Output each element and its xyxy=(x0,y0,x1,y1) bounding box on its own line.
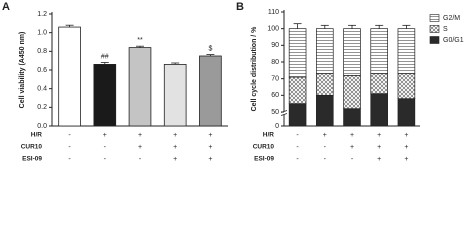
bar xyxy=(128,47,152,127)
bar-segment xyxy=(397,98,416,127)
bar-segment xyxy=(343,28,361,76)
y-tick-label: 0.0 xyxy=(37,123,47,130)
y-tick-label: 0.8 xyxy=(37,48,47,55)
y-tick-label: 100 xyxy=(267,26,279,33)
condition-value: + xyxy=(208,132,212,139)
bar-segment xyxy=(288,28,307,78)
legend-swatch xyxy=(429,25,440,33)
condition-value: - xyxy=(104,144,107,151)
condition-value: - xyxy=(324,144,327,151)
bar-segment xyxy=(370,73,388,95)
y-tick-label: 80 xyxy=(271,59,279,66)
bar-segment xyxy=(316,73,334,96)
panel-label: A xyxy=(2,1,10,13)
legend-label: S xyxy=(443,26,448,33)
condition-value: + xyxy=(377,132,381,139)
annotation: ** xyxy=(137,37,143,44)
bar-segment xyxy=(343,74,361,110)
bar xyxy=(199,55,222,127)
y-tick-label: 1.2 xyxy=(37,11,47,18)
y-tick-label: 1.0 xyxy=(37,30,47,37)
bar-segment xyxy=(370,93,388,127)
condition-value: + xyxy=(138,144,142,151)
annotation: $ xyxy=(208,45,212,52)
condition-value: + xyxy=(173,132,177,139)
condition-value: - xyxy=(296,144,299,151)
legend-swatch xyxy=(429,14,440,22)
condition-label: H/R xyxy=(263,132,275,139)
panel-label: B xyxy=(236,1,244,13)
bar-segment xyxy=(316,94,334,127)
condition-value: - xyxy=(68,132,71,139)
condition-value: - xyxy=(68,156,71,163)
condition-value: + xyxy=(377,144,381,151)
condition-value: + xyxy=(173,144,177,151)
condition-value: + xyxy=(323,132,327,139)
condition-value: + xyxy=(404,156,408,163)
condition-value: - xyxy=(296,132,299,139)
condition-value: + xyxy=(208,144,212,151)
bar-segment xyxy=(397,73,416,100)
bar-segment xyxy=(397,28,416,75)
y-axis-title: Cell viability (A450 nm) xyxy=(19,32,26,109)
bar-segment xyxy=(288,103,307,127)
condition-label: CUR10 xyxy=(253,144,275,151)
bar xyxy=(163,64,187,127)
bar-segment xyxy=(288,76,307,105)
bar-segment xyxy=(343,108,361,127)
figure: A Cell viability (A450 nm) 0.0 0.2 0.4 0.6 0.8… xyxy=(2,1,464,163)
bar xyxy=(93,64,117,127)
condition-value: + xyxy=(103,132,107,139)
condition-value: + xyxy=(138,132,142,139)
condition-value: - xyxy=(351,156,354,163)
bar xyxy=(58,26,81,127)
condition-label: ESI-09 xyxy=(22,156,42,163)
condition-value: + xyxy=(404,144,408,151)
condition-label: H/R xyxy=(31,132,43,139)
y-tick-label: 0.4 xyxy=(37,86,47,93)
condition-label: CUR10 xyxy=(21,144,43,151)
axis-break-mark xyxy=(280,113,288,116)
condition-value: + xyxy=(404,132,408,139)
condition-value: - xyxy=(104,156,107,163)
condition-value: - xyxy=(139,156,142,163)
y-tick-label: 110 xyxy=(268,9,279,16)
condition-value: - xyxy=(296,156,299,163)
legend-label: G2/M xyxy=(443,15,460,22)
legend-label: G0/G1 xyxy=(443,37,464,44)
condition-value: + xyxy=(208,156,212,163)
condition-value: + xyxy=(377,156,381,163)
condition-label: ESI-09 xyxy=(254,156,274,163)
y-tick-label: 50 xyxy=(271,109,279,116)
y-tick-label: 70 xyxy=(271,76,279,83)
y-tick-label: 0.6 xyxy=(37,67,47,74)
condition-value: + xyxy=(350,144,354,151)
y-tick-label: 90 xyxy=(271,42,279,49)
y-tick-label: 60 xyxy=(271,92,279,99)
annotation: ## xyxy=(101,53,109,60)
y-tick-label: 0 xyxy=(275,123,279,130)
y-tick-label: 0.2 xyxy=(37,104,47,111)
condition-value: - xyxy=(68,144,71,151)
condition-value: - xyxy=(324,156,327,163)
bar-segment xyxy=(370,28,388,75)
axis-break-gap xyxy=(281,111,287,115)
bar-segment xyxy=(316,28,334,75)
condition-value: + xyxy=(350,132,354,139)
condition-value: + xyxy=(173,156,177,163)
page: A Cell viability (A450 nm) 0.0 0.2 0.4 0.6 0.8… xyxy=(2,0,464,163)
legend-swatch xyxy=(429,36,440,44)
y-axis-title: Cell cycle distribution / % xyxy=(251,26,258,112)
